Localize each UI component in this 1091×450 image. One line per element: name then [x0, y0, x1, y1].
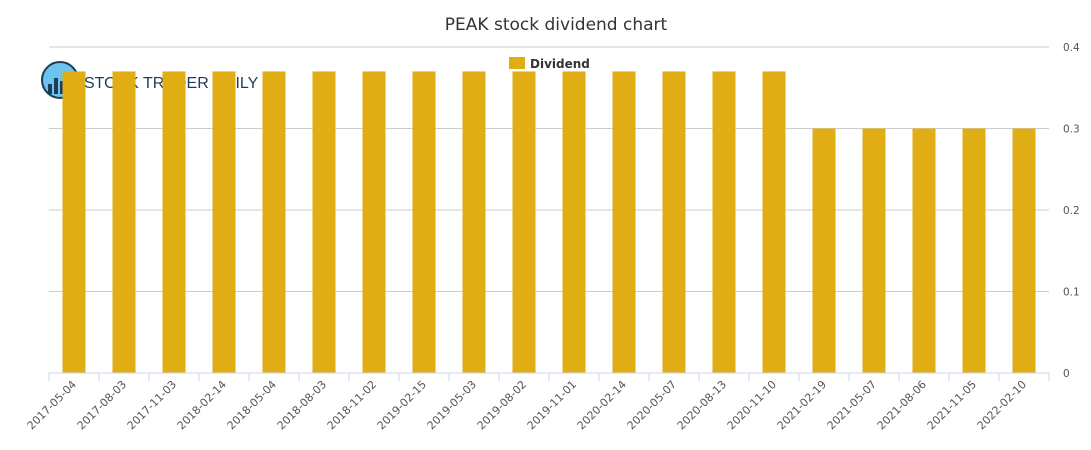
x-tick-label: 2019-02-15 [375, 378, 429, 432]
dividend-bar [562, 71, 586, 373]
x-tick-label: 2020-08-13 [675, 378, 729, 432]
dividend-bar [262, 71, 286, 373]
y-tick-label: 0.2 [1063, 205, 1080, 217]
dividend-bar [712, 71, 736, 373]
x-tick-label: 2021-02-19 [775, 378, 829, 432]
y-tick-label: 0 [1063, 368, 1070, 380]
dividend-bar [612, 71, 636, 373]
chart-title: PEAK stock dividend chart [445, 15, 668, 35]
dividend-bar [912, 128, 936, 373]
x-tick-label: 2019-05-03 [425, 378, 479, 432]
dividend-bar [112, 71, 136, 373]
x-tick-label: 2020-02-14 [575, 378, 629, 432]
x-tick-label: 2018-11-02 [325, 378, 379, 432]
x-tick-label: 2017-05-04 [25, 378, 79, 432]
y-tick-label: 0.4 [1063, 42, 1080, 54]
bars [62, 71, 1036, 373]
x-tick-label: 2019-11-01 [525, 378, 579, 432]
legend-swatch [509, 57, 525, 69]
dividend-bar [862, 128, 886, 373]
dividend-bar [162, 71, 186, 373]
dividend-bar [462, 71, 486, 373]
dividend-bar [412, 71, 436, 373]
x-tick-label: 2017-11-03 [125, 378, 179, 432]
dividend-bar [662, 71, 686, 373]
x-tick-label: 2018-08-03 [275, 378, 329, 432]
dividend-bar [512, 71, 536, 373]
x-tick-label: 2021-08-06 [875, 378, 929, 432]
x-axis: 2017-05-042017-08-032017-11-032018-02-14… [25, 372, 1050, 432]
legend-label: Dividend [530, 57, 590, 71]
x-tick-label: 2017-08-03 [75, 378, 129, 432]
x-tick-label: 2022-02-10 [975, 378, 1029, 432]
dividend-bar [62, 71, 86, 373]
x-tick-label: 2019-08-02 [475, 378, 529, 432]
y-tick-label: 0.1 [1063, 287, 1080, 299]
dividend-bar [212, 71, 236, 373]
y-axis-ticks: 0 0.1 0.2 0.3 0.4 [1063, 42, 1080, 380]
legend: Dividend [509, 57, 590, 71]
x-tick-label: 2018-05-04 [225, 378, 279, 432]
dividend-bar [812, 128, 836, 373]
x-tick-label: 2020-11-10 [725, 378, 779, 432]
dividend-bar [312, 71, 336, 373]
x-tick-label: 2021-05-07 [825, 378, 879, 432]
dividend-bar [962, 128, 986, 373]
dividend-bar [362, 71, 386, 373]
x-tick-label: 2020-05-07 [625, 378, 679, 432]
dividend-bar [1012, 128, 1036, 373]
x-tick-label: 2018-02-14 [175, 378, 229, 432]
y-tick-label: 0.3 [1063, 124, 1080, 136]
x-tick-label: 2021-11-05 [925, 378, 979, 432]
dividend-bar [762, 71, 786, 373]
